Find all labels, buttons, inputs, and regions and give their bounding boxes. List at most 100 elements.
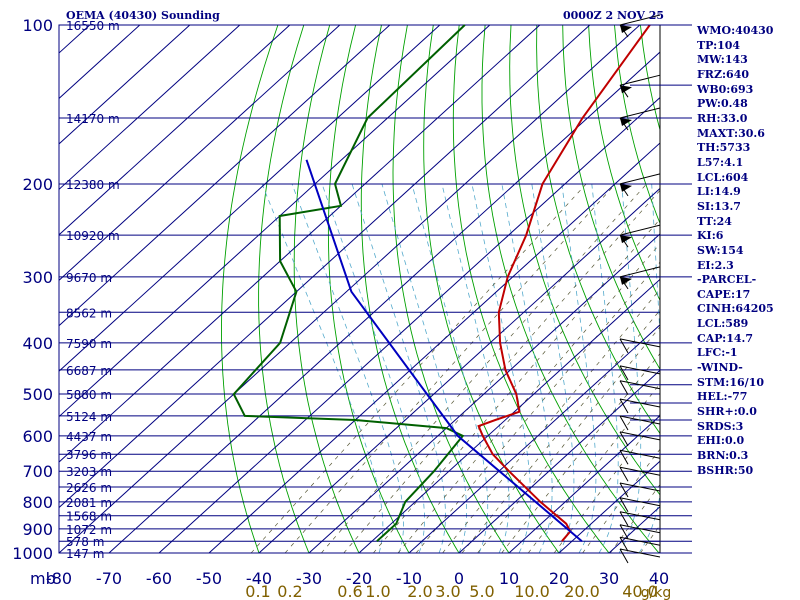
height-label: 4437 m (66, 430, 112, 444)
wind-barb (619, 74, 661, 98)
stat-item: SRDS:3 (697, 419, 744, 433)
stat-item: BSHR:50 (697, 463, 754, 477)
pressure-tick-label: 500 (22, 385, 53, 404)
wind-barb (619, 536, 661, 552)
stat-item: LCL:604 (697, 170, 749, 184)
height-label: 3203 m (66, 465, 112, 479)
mixing-ratio-unit: g/kg (641, 585, 672, 600)
stat-item: MAXT:30.6 (697, 126, 765, 140)
height-label: 2081 m (66, 496, 112, 510)
pressure-tick-label: 1000 (12, 544, 53, 563)
stat-item: CAPE:17 (697, 287, 751, 301)
stat-item: CAP:14.7 (697, 331, 754, 345)
height-label: 5124 m (66, 410, 112, 424)
series-layer (232, 24, 651, 542)
stat-item: TH:5733 (697, 141, 751, 155)
height-label: 5880 m (66, 388, 112, 402)
valid-time: 0000Z 2 NOV 25 (563, 9, 665, 22)
wind-barb (619, 14, 661, 38)
mixing-ratio-label: 20.0 (564, 582, 600, 600)
isotherm (59, 25, 241, 191)
wind-barb (619, 338, 661, 354)
stat-item: SHR+:0.0 (697, 405, 757, 419)
moist-adiabat (501, 183, 553, 553)
mixing-ratio-label: 10.0 (514, 582, 550, 600)
isotherm (59, 25, 441, 372)
stat-item: HEL:-77 (697, 390, 748, 404)
temp-tick-label: 0 (454, 569, 464, 588)
pressure-tick-label: 200 (22, 175, 53, 194)
mixing-ratio-label: 40.0 (622, 582, 658, 600)
height-label: 147 m (66, 547, 104, 561)
isotherm (59, 25, 341, 281)
moist-adiabat (591, 183, 619, 553)
dry-adiabat (392, 25, 510, 553)
wind-barb (619, 497, 661, 513)
wind-barb (619, 511, 661, 526)
plot-area (59, 25, 800, 553)
temp-tick-label: -10 (396, 569, 422, 588)
mixing-ratio-label: 2.0 (407, 582, 432, 600)
stat-item: L57:4.1 (697, 155, 744, 169)
isotherm (59, 25, 391, 327)
wind-barb (619, 380, 661, 395)
isotherm (59, 25, 641, 553)
grid-layer (58, 24, 800, 554)
isotherm (558, 460, 660, 553)
moist-adiabat (531, 183, 575, 553)
height-label: 14170 m (66, 112, 120, 126)
mixing-ratio-line (397, 243, 660, 553)
pressure-tick-label: 900 (22, 520, 53, 539)
chart-title: OEMA (40430) Sounding (66, 9, 220, 22)
dry-adiabat (452, 25, 610, 553)
wind-barb (619, 398, 661, 414)
stat-item: LCL:589 (697, 317, 749, 331)
stat-item: PW:0.48 (697, 97, 748, 111)
height-label: 10920 m (66, 229, 120, 243)
isotherm (59, 25, 291, 236)
mixing-ratio-label: 5.0 (469, 582, 494, 600)
height-label: 578 m (66, 535, 104, 549)
pressure-tick-label: 100 (22, 16, 53, 35)
wind-barb (619, 431, 661, 447)
temperature-line (477, 24, 651, 542)
pressure-tick-label: 700 (22, 462, 53, 481)
isotherm (158, 96, 660, 553)
stat-item: LFC:-1 (697, 346, 738, 360)
wind-barb (619, 449, 661, 465)
stat-item: LI:14.9 (697, 185, 741, 199)
isotherm (408, 324, 660, 553)
height-label: 3796 m (66, 448, 112, 462)
wind-barb-column (619, 14, 692, 564)
temp-tick-label: 10 (499, 569, 519, 588)
stat-item: KI:6 (697, 229, 724, 243)
stat-item: MW:143 (697, 53, 748, 67)
dry-adiabat (796, 25, 800, 553)
wind-barb (619, 548, 661, 564)
isotherm (108, 51, 660, 553)
temp-tick-label: -80 (46, 569, 72, 588)
pressure-tick-label: 600 (22, 427, 53, 446)
temp-tick-label: -40 (246, 569, 272, 588)
wind-barb (619, 365, 661, 381)
temp-tick-label: -30 (296, 569, 322, 588)
dry-adiabat (423, 25, 560, 553)
wind-barb (619, 266, 661, 290)
dry-adiabat (327, 25, 410, 553)
mixing-ratio-label: 0.1 (245, 582, 270, 600)
isotherm (59, 25, 191, 145)
wind-barb (619, 482, 661, 498)
height-label: 2626 m (66, 481, 112, 495)
height-label: 6687 m (66, 364, 112, 378)
height-label: 1072 m (66, 523, 112, 537)
temp-tick-label: 30 (599, 569, 619, 588)
wind-barb (619, 173, 661, 197)
height-label: 1568 m (66, 510, 112, 524)
stat-item: EHI:0.0 (697, 434, 745, 448)
dewpoint-line (232, 24, 466, 542)
moist-adiabat (351, 183, 446, 553)
isotherm (59, 25, 591, 509)
isotherm (308, 233, 660, 553)
isotherm (508, 415, 660, 553)
